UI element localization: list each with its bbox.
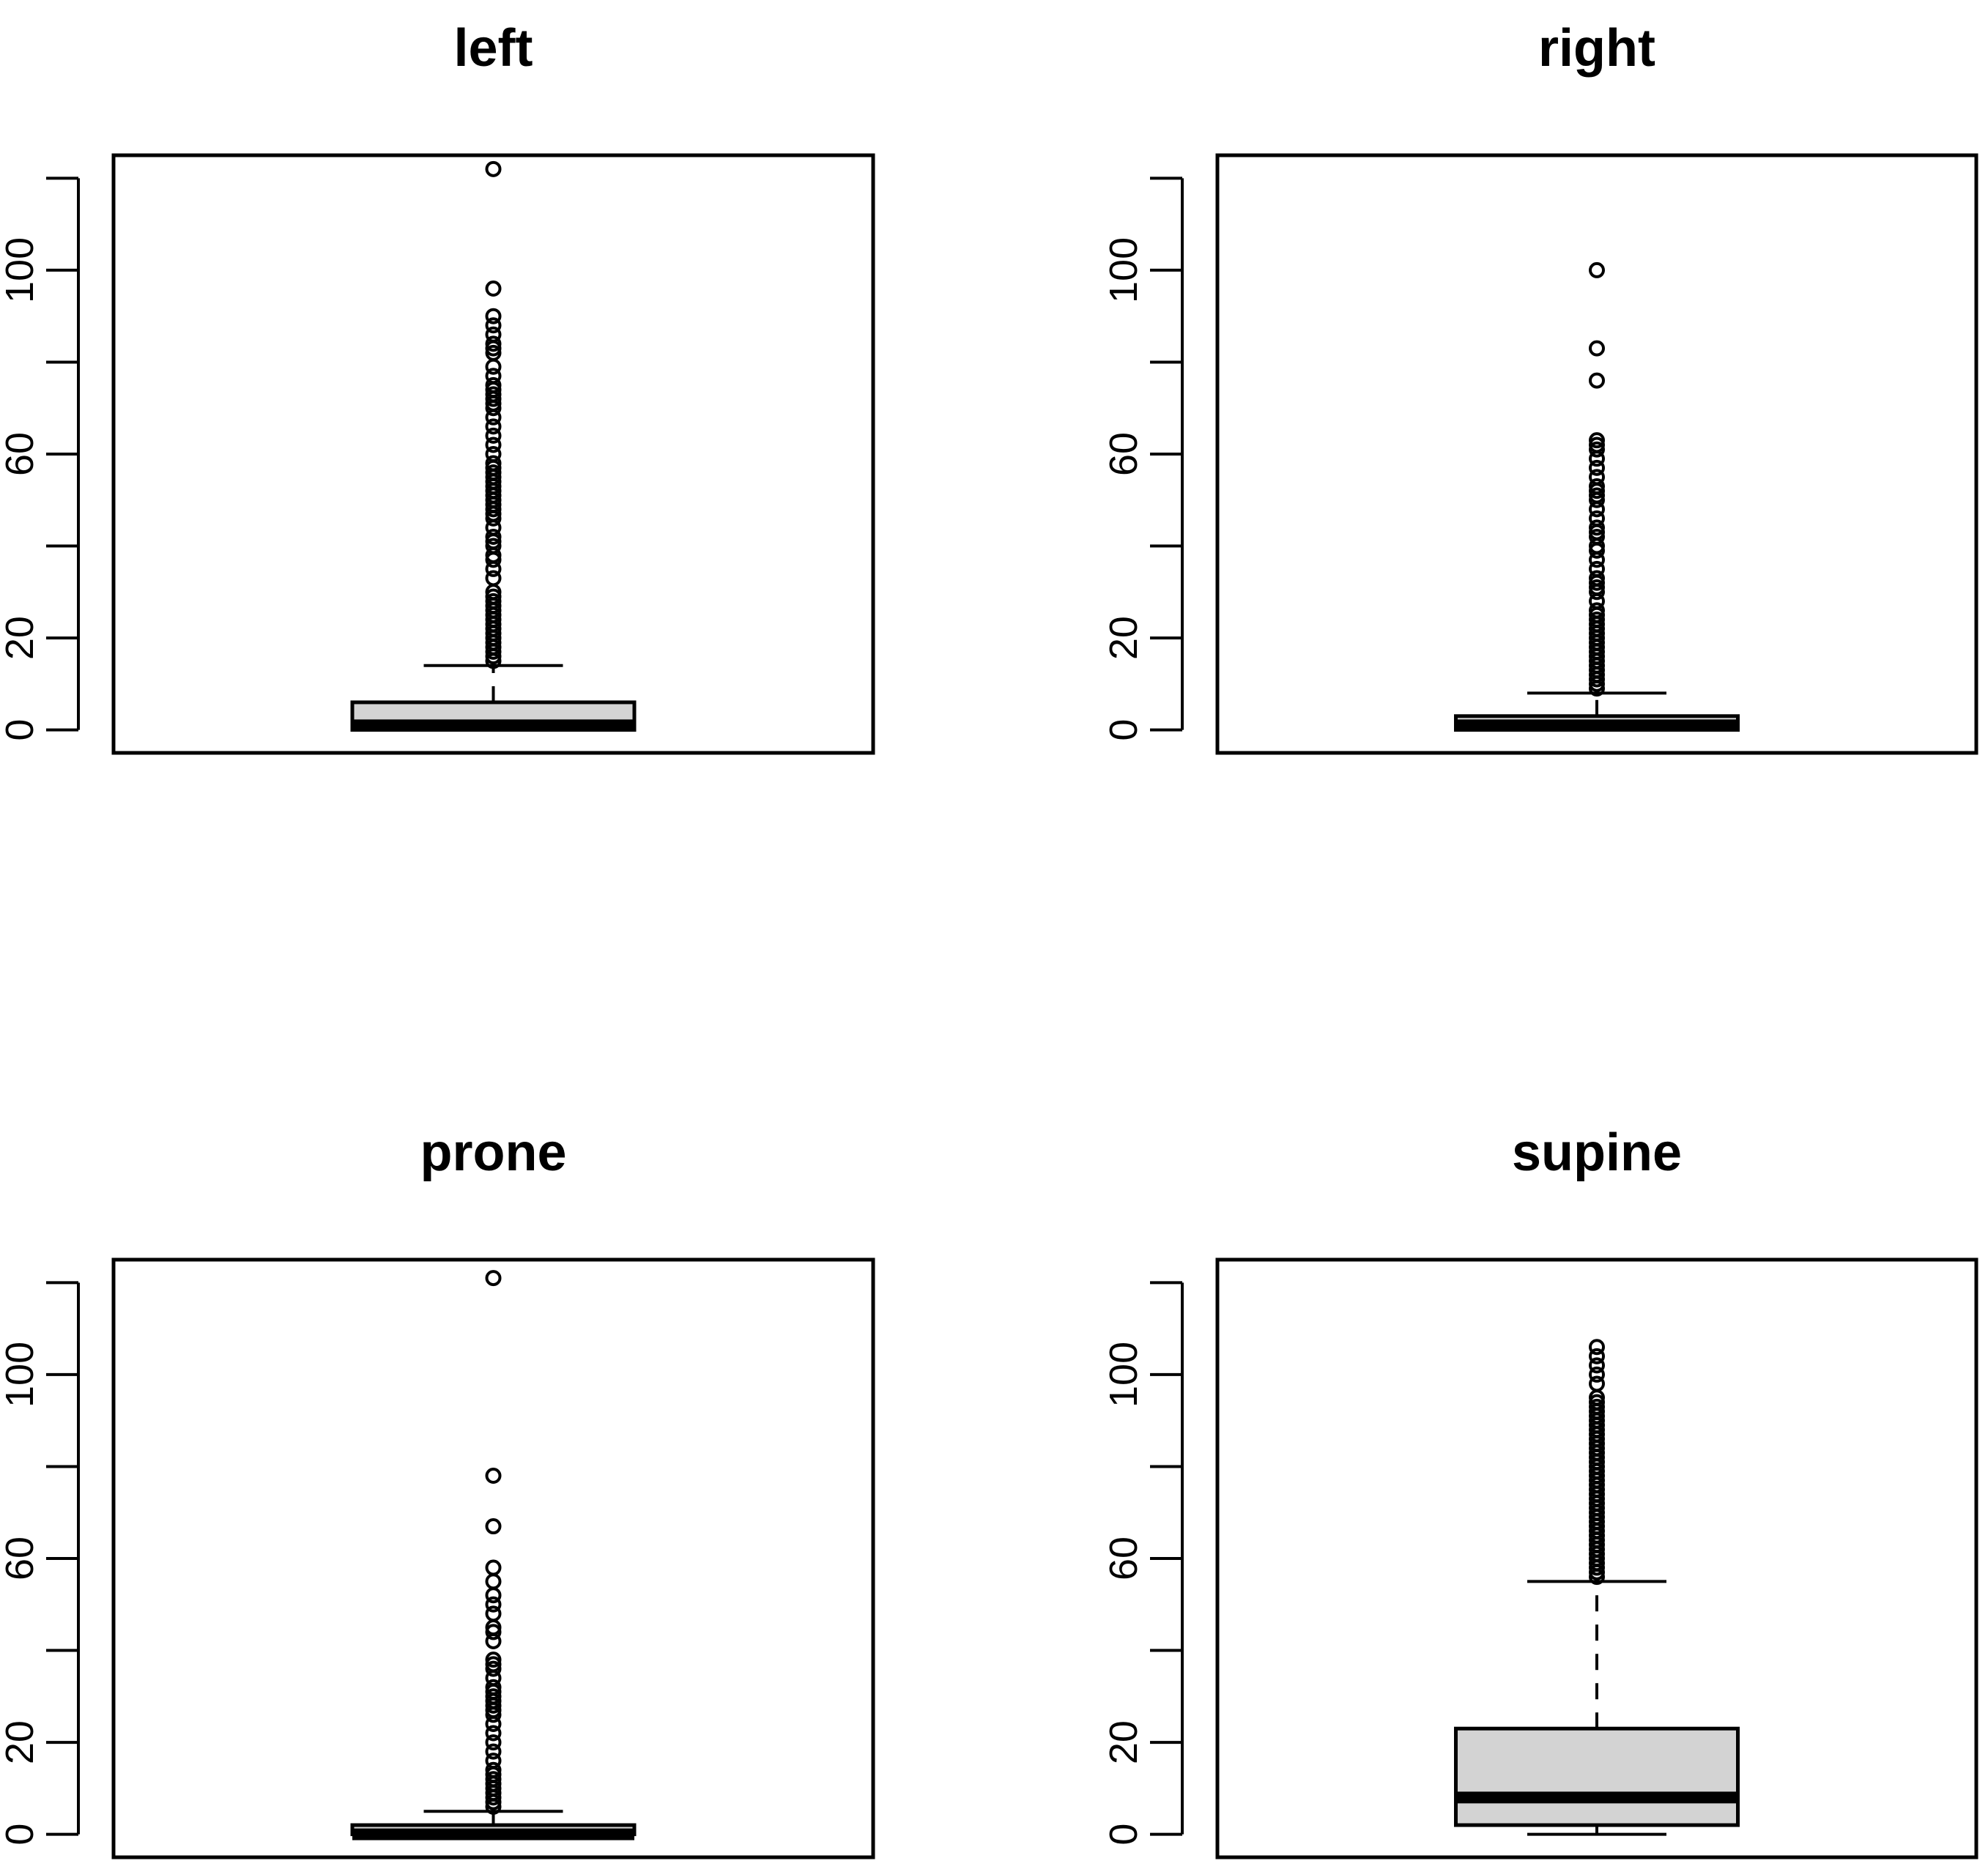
y-tick-label: 60: [0, 432, 42, 476]
panel-prone: prone 0 20 60 100: [0, 1123, 875, 1859]
outlier-point: [1589, 372, 1605, 389]
outlier-point: [1589, 602, 1605, 619]
y-axis: 0 20 60 100: [0, 1281, 80, 1846]
outlier-point: [485, 368, 502, 384]
outlier-point: [485, 1587, 502, 1604]
outlier-point: [485, 317, 502, 334]
outlier-point: [485, 1725, 502, 1742]
y-tick-label: 100: [1102, 237, 1146, 303]
outlier-point: [1589, 261, 1605, 278]
panel-title: left: [454, 19, 533, 78]
outlier-point: [1589, 570, 1605, 587]
y-tick-label: 0: [0, 719, 42, 741]
outliers: [1589, 1339, 1605, 1586]
y-tick-label: 100: [0, 1342, 42, 1408]
iqr-box: [1454, 1726, 1740, 1827]
panel-title: right: [1538, 19, 1655, 78]
outlier-point: [485, 1743, 502, 1760]
outliers: [1589, 261, 1605, 697]
outlier-point: [485, 1518, 502, 1535]
outlier-point: [485, 528, 502, 545]
plot-frame: [1215, 1257, 1978, 1859]
y-tick-label: 20: [0, 1720, 42, 1764]
outlier-point: [485, 1734, 502, 1751]
outlier-point: [485, 1679, 502, 1695]
y-tick-label: 60: [0, 1537, 42, 1580]
y-tick-label: 20: [1102, 1720, 1146, 1764]
panel-title: prone: [420, 1123, 566, 1182]
outlier-point: [1589, 1366, 1605, 1383]
outlier-point: [485, 446, 502, 462]
outlier-point: [485, 1468, 502, 1485]
outlier-point: [1589, 560, 1605, 577]
outlier-point: [1589, 1357, 1605, 1374]
outlier-point: [485, 455, 502, 472]
outlier-point: [485, 436, 502, 453]
panel-supine: supine 0 20 60 100: [1102, 1123, 1978, 1859]
y-tick-label: 100: [1102, 1342, 1146, 1408]
outlier-point: [1589, 432, 1605, 449]
panel-right: right 0 20 60 100: [1102, 19, 1978, 755]
y-tick-label: 20: [0, 616, 42, 660]
plot-frame: [111, 1257, 875, 1859]
outlier-point: [485, 1761, 502, 1778]
outliers: [485, 1270, 502, 1815]
outlier-point: [485, 358, 502, 375]
outlier-point: [485, 1270, 502, 1287]
y-tick-label: 0: [0, 1824, 42, 1846]
plot-frame: [1215, 153, 1978, 755]
outlier-point: [1589, 478, 1605, 494]
outlier-point: [485, 280, 502, 297]
outlier-point: [1589, 1375, 1605, 1392]
y-axis: 0 20 60 100: [1102, 1281, 1184, 1846]
y-axis: 0 20 60 100: [0, 177, 80, 741]
y-tick-label: 100: [0, 237, 42, 303]
outlier-point: [1589, 459, 1605, 476]
outlier-point: [485, 376, 502, 393]
outlier-point: [485, 1596, 502, 1613]
y-tick-label: 20: [1102, 616, 1146, 660]
outlier-point: [485, 1559, 502, 1576]
y-tick-label: 0: [1102, 719, 1146, 741]
outliers: [485, 160, 502, 669]
outlier-point: [485, 308, 502, 324]
outlier-point: [485, 1651, 502, 1668]
outlier-point: [485, 335, 502, 352]
y-tick-label: 0: [1102, 1824, 1146, 1846]
outlier-point: [485, 1753, 502, 1769]
outlier-point: [485, 160, 502, 177]
outlier-point: [1589, 519, 1605, 536]
outlier-point: [485, 570, 502, 587]
outlier-point: [485, 418, 502, 435]
outlier-point: [485, 1573, 502, 1590]
y-axis: 0 20 60 100: [1102, 177, 1184, 741]
panel-left: left 0 20 60 100: [0, 19, 875, 755]
y-tick-label: 60: [1102, 432, 1146, 476]
panel-title: supine: [1512, 1123, 1682, 1182]
y-tick-label: 60: [1102, 1537, 1146, 1580]
outlier-point: [1589, 510, 1605, 527]
outlier-point: [1589, 1348, 1605, 1364]
outlier-point: [1589, 340, 1605, 357]
outlier-point: [1589, 1339, 1605, 1356]
outlier-point: [485, 1605, 502, 1622]
plot-frame: [111, 153, 875, 755]
outlier-point: [1589, 469, 1605, 486]
outlier-point: [485, 326, 502, 343]
outlier-point: [485, 427, 502, 444]
